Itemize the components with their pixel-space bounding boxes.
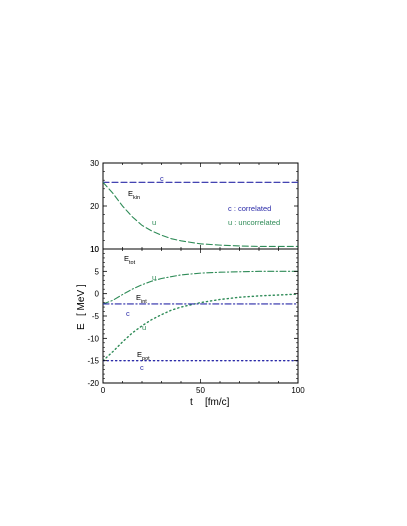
legend-correlated: c : correlated	[228, 204, 271, 213]
label-tot-u: u	[152, 273, 156, 282]
series-kin-u	[103, 181, 298, 247]
label-e-pot: Epot	[137, 350, 150, 362]
x-tick-label: 50	[196, 386, 205, 395]
y-tick-label-bottom: 5	[95, 267, 100, 276]
y-axis-label: E	[76, 323, 87, 330]
y-axis-unit: [ MeV ]	[76, 284, 87, 316]
top-panel-series	[103, 181, 298, 247]
bottom-panel-frame	[102, 248, 299, 384]
y-tick-label-bottom: -5	[92, 312, 100, 321]
y-tick-label-bottom: 0	[95, 290, 100, 299]
label-int-u: u	[142, 323, 146, 332]
y-tick-label-top: 20	[90, 202, 99, 211]
label-kin-u: u	[152, 218, 156, 227]
y-tick-label-top: 10	[90, 245, 99, 254]
x-tick-label: 100	[291, 386, 305, 395]
y-tick-label-bottom: -15	[87, 357, 99, 366]
y-tick-label-top: 30	[90, 159, 99, 168]
x-axis-label: t	[190, 397, 193, 408]
y-tick-label-bottom: -20	[87, 379, 99, 388]
x-tick-label: 0	[101, 386, 106, 395]
label-kin-c: c	[160, 174, 164, 183]
x-axis-unit: [fm/c]	[205, 397, 230, 408]
bottom-panel-series	[103, 270, 298, 362]
label-int-c: c	[126, 309, 130, 318]
series-int-u	[103, 293, 298, 362]
series-tot-u	[103, 270, 298, 305]
label-e-int: Eint	[136, 293, 147, 305]
label-e-kin: Ekin	[128, 189, 140, 201]
y-tick-label-bottom: 10	[90, 245, 99, 254]
label-pot-c: c	[140, 363, 144, 372]
y-tick-label-bottom: -10	[87, 334, 99, 343]
label-e-tot: Etot	[124, 254, 136, 266]
legend-uncorrelated: u : uncorrelated	[228, 218, 280, 227]
